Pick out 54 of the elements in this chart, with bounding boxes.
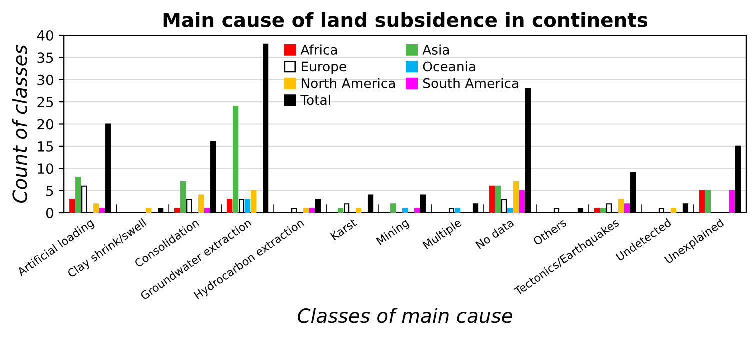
- bar: [303, 208, 310, 213]
- bar: [600, 208, 606, 213]
- bar: [454, 208, 461, 213]
- legend-label: Oceania: [423, 61, 476, 72]
- bar: [729, 190, 736, 213]
- legend-label: Total: [300, 94, 330, 106]
- x-tick-label: No data: [475, 218, 514, 250]
- bar: [390, 204, 396, 213]
- y-tick-label: 25: [38, 97, 54, 108]
- bar: [233, 106, 239, 213]
- bar: [309, 208, 316, 213]
- chart-title: Main cause of land subsidence in continents: [164, 12, 648, 28]
- bar: [618, 199, 624, 213]
- legend-label: South America: [423, 78, 518, 88]
- legend-label: Africa: [300, 44, 338, 55]
- bar: [94, 204, 100, 213]
- bar: [251, 190, 257, 213]
- legend-label: Asia: [422, 44, 450, 55]
- legend-label: North America: [302, 78, 396, 88]
- bar: [670, 208, 677, 213]
- bar: [489, 186, 496, 213]
- y-axis-title: Count of classes: [12, 45, 28, 204]
- bar: [70, 199, 76, 213]
- bar: [519, 190, 526, 213]
- bar: [699, 190, 706, 213]
- bar: [495, 186, 502, 213]
- bar: [180, 181, 186, 213]
- bar: [705, 190, 712, 213]
- bar: [174, 208, 180, 213]
- bar: [507, 208, 514, 213]
- bar: [146, 208, 152, 213]
- bar: [356, 208, 362, 213]
- bar: [245, 199, 251, 213]
- bar: [76, 176, 82, 213]
- bar: [402, 208, 408, 213]
- bar: [414, 208, 420, 213]
- bar: [513, 181, 520, 213]
- bar: [594, 208, 600, 213]
- bar: [198, 194, 204, 213]
- legend-label: Europe: [302, 62, 346, 74]
- bar: [227, 199, 233, 213]
- y-tick-label: 5: [46, 186, 54, 196]
- bar: [624, 204, 630, 213]
- y-tick-label: 0: [46, 208, 54, 218]
- y-tick-label: 35: [38, 52, 54, 64]
- bar: [338, 208, 344, 213]
- y-tick-label: 20: [38, 119, 54, 130]
- bar: [100, 208, 106, 213]
- y-tick-label: 30: [38, 74, 54, 86]
- y-tick-label: 40: [37, 30, 54, 41]
- y-tick-label: 10: [38, 164, 54, 174]
- y-tick-label: 15: [38, 142, 54, 152]
- bar: [204, 208, 210, 213]
- x-axis-title: Classes of main cause: [298, 308, 512, 324]
